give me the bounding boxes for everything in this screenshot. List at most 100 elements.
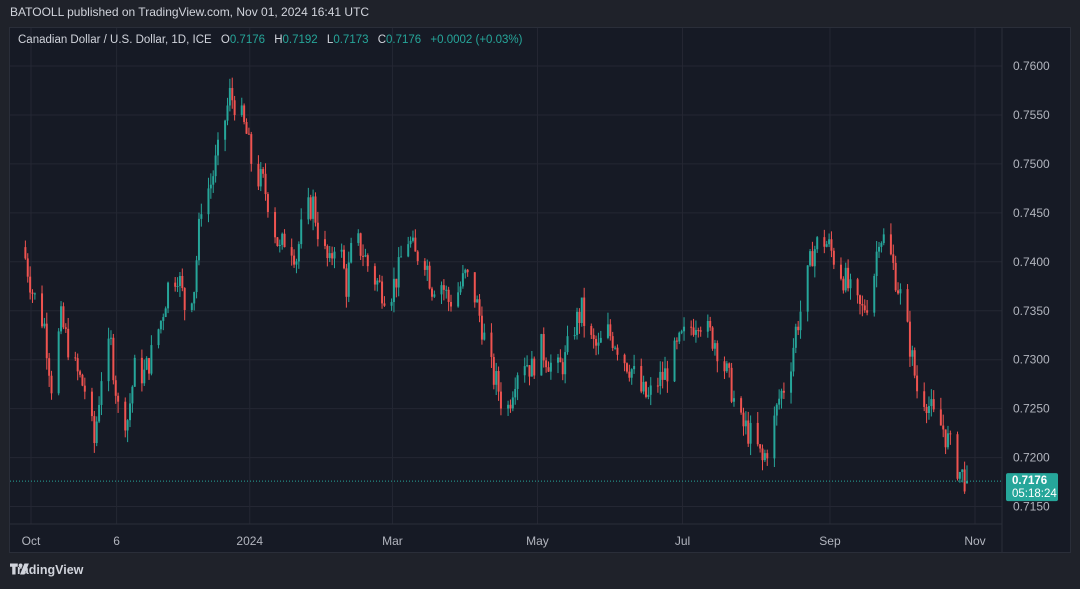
candle-body <box>711 327 714 349</box>
candle-body <box>190 303 193 310</box>
y-tick-label: 0.7550 <box>1013 108 1050 122</box>
candle-body <box>57 331 60 394</box>
candle-body <box>459 286 462 293</box>
bar-countdown-label: 05:18:24 <box>1012 488 1057 500</box>
candle-body <box>892 254 895 263</box>
candle-body <box>961 469 964 472</box>
candle-body <box>949 433 952 435</box>
candle-body <box>809 251 812 266</box>
candle-body <box>611 336 614 348</box>
candle-body <box>666 368 669 382</box>
footer-brand[interactable]: TradingView <box>10 563 83 577</box>
candle-body <box>114 380 117 396</box>
candle-body <box>440 285 443 295</box>
candle-body <box>640 366 643 392</box>
y-tick-label: 0.7600 <box>1013 59 1050 73</box>
candle-body <box>340 249 343 252</box>
footer-brand-label: TradingView <box>10 563 84 577</box>
candle-body <box>507 404 510 409</box>
candle-body <box>873 275 876 313</box>
candle-body <box>395 278 398 288</box>
candle-body <box>41 293 44 327</box>
candle-body <box>823 237 826 247</box>
candle-body <box>656 385 659 387</box>
candle-body <box>181 275 184 289</box>
candle-body <box>226 105 229 121</box>
candle-body <box>616 347 619 355</box>
candle-body <box>766 453 769 459</box>
candle-body <box>966 481 968 484</box>
chart-pane[interactable]: 0.7600 0.7550 0.7500 0.7450 0.7400 0.7350 0.73… <box>9 27 1071 553</box>
candle-body <box>60 306 63 332</box>
candle-body <box>813 249 816 267</box>
candle-body <box>145 358 148 370</box>
candle-body <box>533 358 536 376</box>
candlestick-chart[interactable]: 0.7600 0.7550 0.7500 0.7450 0.7400 0.7350 0.73… <box>10 28 1071 553</box>
candle-body <box>364 255 367 257</box>
candle-body <box>542 334 545 361</box>
candle-body <box>858 295 861 305</box>
y-tick-label: 0.7450 <box>1013 206 1050 220</box>
candle-body <box>250 134 253 164</box>
candle-body <box>129 403 132 421</box>
candle-body <box>157 329 160 346</box>
candle-body <box>457 292 460 307</box>
candle-body <box>281 233 284 245</box>
candle-body <box>307 197 310 220</box>
candle-body <box>863 305 866 311</box>
candle-body <box>442 285 445 290</box>
candle-body <box>799 311 802 331</box>
candle-body <box>407 244 410 257</box>
candle-body <box>911 350 914 357</box>
candle-body <box>276 237 279 246</box>
candle-body <box>609 324 612 337</box>
candle-body <box>614 347 617 349</box>
candle-body <box>728 363 731 368</box>
candle-body <box>90 391 93 417</box>
candle-body <box>894 262 897 291</box>
candle-body <box>759 444 762 449</box>
candle-body <box>956 434 959 479</box>
x-tick-label: 6 <box>113 534 120 548</box>
candle-body <box>214 155 217 177</box>
y-tick-label: 0.7300 <box>1013 353 1050 367</box>
candle-body <box>33 293 36 295</box>
candle-body <box>740 398 743 413</box>
candle-body <box>847 267 850 289</box>
candle-body <box>842 278 845 291</box>
candle-body <box>98 404 101 422</box>
candle-body <box>209 184 212 189</box>
candle-body <box>761 448 764 461</box>
candle-body <box>362 255 365 257</box>
candle-body <box>923 391 926 407</box>
candle-body <box>148 358 151 374</box>
candle-body <box>159 320 162 330</box>
candle-body <box>946 433 949 448</box>
candle-body <box>528 365 531 377</box>
candle-body <box>763 453 766 461</box>
candle-body <box>675 340 678 342</box>
candle-body <box>725 363 728 372</box>
candle-body <box>350 242 353 263</box>
candle-body <box>433 294 436 297</box>
candle-body <box>590 325 593 335</box>
low-label: L <box>326 34 334 46</box>
candle-body <box>583 297 586 326</box>
candle-body <box>333 251 336 259</box>
candle-body <box>461 273 464 287</box>
candle-body <box>266 194 269 212</box>
candle-body <box>79 371 82 375</box>
candle-body <box>882 234 885 244</box>
candle-body <box>359 233 362 256</box>
candle-body <box>530 358 533 377</box>
series-legend: Canadian Dollar / U.S. Dollar, 1D, ICE O… <box>18 34 523 46</box>
candle-body <box>392 278 395 303</box>
candle-body <box>633 366 636 370</box>
candle-body <box>597 342 600 346</box>
candle-body <box>26 258 29 277</box>
candle-body <box>908 321 911 357</box>
candle-body <box>523 366 526 376</box>
candle-body <box>143 369 146 384</box>
candle-body <box>576 311 579 335</box>
low-value: 0.7173 <box>333 34 369 46</box>
